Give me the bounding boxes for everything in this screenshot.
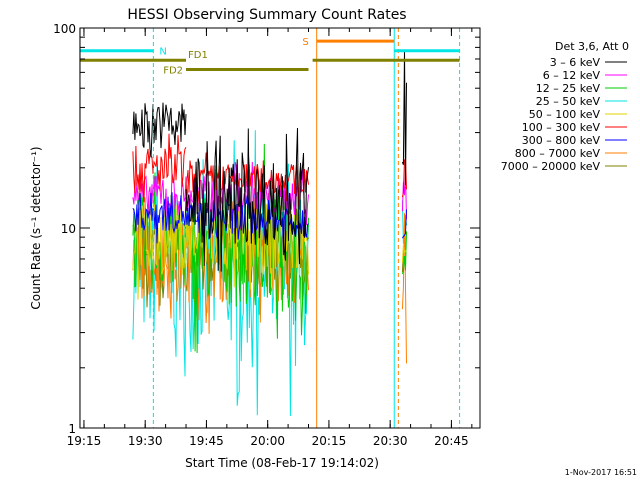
chart-title: HESSI Observing Summary Count Rates [127, 7, 406, 23]
series-line-4-seg-2 [401, 244, 407, 263]
x-axis-label: Start Time (08-Feb-17 19:14:02) [185, 456, 379, 470]
flag-label-N: N [159, 47, 166, 58]
legend-label-6: 300 – 800 keV [522, 134, 601, 147]
series-line-2-seg-1 [185, 143, 309, 354]
legend-header: Det 3,6, Att 0 [555, 40, 629, 53]
x-tick-label-4: 20:15 [312, 434, 347, 448]
legend-label-0: 3 – 6 keV [550, 56, 601, 69]
series-group [132, 49, 407, 417]
y-tick-label-1: 10 [61, 222, 76, 236]
legend-label-2: 12 – 25 keV [536, 82, 601, 95]
legend-label-5: 100 – 300 keV [522, 121, 601, 134]
x-tick-label-1: 19:30 [128, 434, 163, 448]
y-tick-label-0: 1 [68, 422, 76, 436]
x-tick-label-5: 20:30 [373, 434, 408, 448]
axes: 19:15 19:30 19:45 20:00 20:15 20:30 20:45 1 10 10… [53, 22, 481, 448]
flag-label-S: S [302, 37, 308, 48]
legend-label-1: 6 – 12 keV [543, 69, 601, 82]
series-line-6-seg-0 [132, 192, 187, 244]
legend-label-7: 800 – 7000 keV [515, 147, 601, 160]
series-line-5-seg-0 [132, 133, 187, 203]
flag-bars: N S FD1 FD2 [79, 37, 460, 77]
y-axis-label: Count Rate (s⁻¹ detector⁻¹) [29, 146, 43, 309]
flag-label-FD1: FD1 [188, 50, 208, 61]
legend-label-4: 50 – 100 keV [529, 108, 601, 121]
series-line-7-seg-2 [401, 213, 407, 364]
legend-label-8: 7000 – 20000 keV [501, 160, 601, 173]
x-tick-label-2: 19:45 [189, 434, 224, 448]
flag-label-FD2: FD2 [163, 66, 183, 77]
series-line-7-seg-0 [132, 195, 187, 319]
series-line-4-seg-0 [132, 204, 187, 300]
series-line-0-seg-1 [185, 127, 309, 272]
series-line-0-seg-0 [132, 102, 187, 158]
legend-label-3: 25 – 50 keV [536, 95, 601, 108]
series-line-2-seg-2 [401, 231, 407, 275]
x-tick-label-3: 20:00 [250, 434, 285, 448]
footer-timestamp: 1-Nov-2017 16:51 [565, 468, 637, 477]
x-tick-label-6: 20:45 [434, 434, 469, 448]
series-line-6-seg-2 [401, 209, 407, 239]
x-tick-label-0: 19:15 [67, 434, 102, 448]
y-tick-label-2: 100 [53, 22, 76, 36]
